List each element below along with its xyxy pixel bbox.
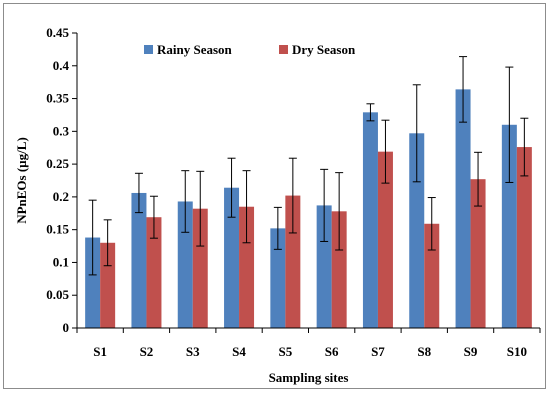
- bar-rainy-s9: [455, 89, 471, 328]
- legend-swatch-rainy: [144, 45, 153, 54]
- x-axis-ticks: S1 S2 S3 S4 S5 S6 S7 S8 S9 S10: [76, 328, 541, 359]
- x-tick-label: S6: [325, 344, 339, 359]
- y-tick-label: 0.45: [46, 25, 69, 40]
- chart-frame: 0 0.05 0.1 0.15 0.2 0.25 0.3 0.35 0.4 0.45 S1 S2 S3…: [3, 3, 546, 389]
- y-tick-label: 0: [63, 320, 70, 335]
- bar-rainy-s5: [270, 228, 286, 328]
- bar-dry-s2: [146, 217, 162, 328]
- y-tick-label: 0.25: [46, 156, 69, 171]
- bar-dry-s5: [285, 195, 301, 328]
- bar-dry-s4: [239, 206, 255, 328]
- legend-swatch-dry: [279, 45, 288, 54]
- y-tick-label: 0.35: [46, 91, 69, 106]
- bar-rainy-s1: [85, 237, 101, 328]
- bar-rainy-s7: [362, 112, 378, 328]
- x-tick-label: S9: [464, 344, 478, 359]
- x-axis-label: Sampling sites: [269, 370, 349, 385]
- y-tick-label: 0.1: [53, 254, 69, 269]
- y-tick-label: 0.2: [53, 189, 69, 204]
- bar-dry-s9: [470, 179, 486, 328]
- x-tick-label: S5: [278, 344, 292, 359]
- x-tick-label: S8: [417, 344, 431, 359]
- bar-marks: [85, 89, 532, 329]
- y-axis-label: NPnEOs (µg/L): [14, 137, 29, 224]
- bar-dry-s3: [192, 208, 208, 328]
- y-tick-label: 0.15: [46, 222, 69, 237]
- legend-label-rainy: Rainy Season: [157, 42, 233, 57]
- chart-svg: 0 0.05 0.1 0.15 0.2 0.25 0.3 0.35 0.4 0.45 S1 S2 S3…: [14, 25, 541, 385]
- bar-rainy-s4: [224, 187, 240, 328]
- x-tick-label: S7: [371, 344, 385, 359]
- x-tick-label: S3: [186, 344, 200, 359]
- x-tick-label: S10: [507, 344, 527, 359]
- x-tick-label: S4: [232, 344, 246, 359]
- bar-dry-s6: [331, 211, 347, 328]
- legend-label-dry: Dry Season: [292, 42, 356, 57]
- y-axis-ticks: 0 0.05 0.1 0.15 0.2 0.25 0.3 0.35 0.4 0.45: [46, 25, 77, 335]
- x-tick-label: S1: [93, 344, 107, 359]
- bar-dry-s1: [100, 242, 116, 328]
- error-bars: [88, 56, 529, 276]
- y-tick-label: 0.05: [46, 287, 69, 302]
- bar-rainy-s6: [316, 205, 332, 328]
- bar-rainy-s2: [131, 192, 147, 328]
- bar-rainy-s3: [177, 201, 193, 328]
- y-tick-label: 0.4: [53, 58, 70, 73]
- bar-rainy-s10: [501, 124, 517, 329]
- bar-dry-s7: [377, 151, 393, 328]
- y-tick-label: 0.3: [53, 123, 70, 138]
- bar-dry-s10: [516, 147, 532, 328]
- x-tick-label: S2: [140, 344, 154, 359]
- legend: Rainy Season Dry Season: [144, 42, 356, 57]
